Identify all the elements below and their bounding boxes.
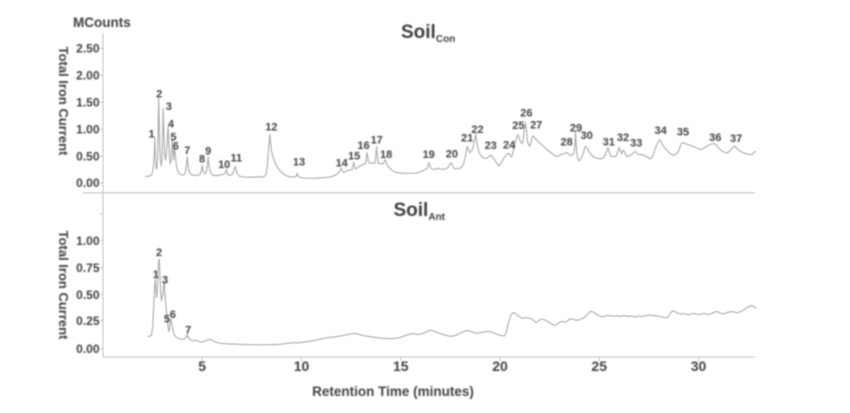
svg-text:26: 26 xyxy=(520,107,532,119)
svg-text:2.50: 2.50 xyxy=(76,42,100,56)
svg-text:3: 3 xyxy=(162,274,168,286)
svg-text:7: 7 xyxy=(184,145,190,157)
svg-text:30: 30 xyxy=(581,130,593,142)
svg-text:11: 11 xyxy=(230,153,242,165)
svg-text:30: 30 xyxy=(691,358,707,374)
svg-text:17: 17 xyxy=(371,135,383,147)
svg-text:1: 1 xyxy=(153,269,159,281)
svg-text:Total Iron Current: Total Iron Current xyxy=(56,47,71,156)
svg-text:20: 20 xyxy=(492,358,508,374)
svg-text:1.00: 1.00 xyxy=(76,234,100,248)
svg-text:0.75: 0.75 xyxy=(76,261,100,275)
svg-text:4: 4 xyxy=(168,119,175,131)
svg-text:29: 29 xyxy=(570,123,582,135)
svg-text:18: 18 xyxy=(380,149,392,161)
svg-text:0.00: 0.00 xyxy=(76,176,100,190)
svg-text:MCounts: MCounts xyxy=(73,15,131,30)
svg-text:10: 10 xyxy=(218,159,230,171)
svg-text:0.50: 0.50 xyxy=(76,149,100,163)
svg-text:12: 12 xyxy=(265,122,277,134)
svg-text:19: 19 xyxy=(423,149,435,161)
svg-text:28: 28 xyxy=(560,136,572,148)
svg-text:6: 6 xyxy=(170,309,176,321)
svg-text:36: 36 xyxy=(709,132,721,144)
svg-text:15: 15 xyxy=(348,151,360,163)
svg-text:25: 25 xyxy=(591,358,607,374)
svg-text:34: 34 xyxy=(654,125,667,137)
svg-text:1: 1 xyxy=(148,128,154,140)
svg-text:Retention Time (minutes): Retention Time (minutes) xyxy=(312,384,474,399)
svg-text:1.50: 1.50 xyxy=(76,96,100,110)
svg-text:35: 35 xyxy=(677,127,689,139)
svg-text:14: 14 xyxy=(336,158,349,170)
svg-text:5: 5 xyxy=(170,132,176,144)
svg-text:22: 22 xyxy=(471,124,483,136)
svg-text:2: 2 xyxy=(156,89,162,101)
svg-text:13: 13 xyxy=(293,156,305,168)
svg-text:2: 2 xyxy=(156,247,162,259)
svg-text:31: 31 xyxy=(603,137,615,149)
svg-text:2.00: 2.00 xyxy=(76,69,100,83)
svg-text:32: 32 xyxy=(617,132,629,144)
svg-text:1.00: 1.00 xyxy=(76,122,100,136)
svg-text:0.25: 0.25 xyxy=(76,314,100,328)
svg-text:0.50: 0.50 xyxy=(76,288,100,302)
svg-text:5: 5 xyxy=(198,358,206,374)
svg-text:15: 15 xyxy=(393,358,409,374)
svg-text:5: 5 xyxy=(164,314,170,326)
svg-text:25: 25 xyxy=(512,120,524,132)
svg-text:7: 7 xyxy=(185,325,191,337)
svg-text:33: 33 xyxy=(630,138,642,150)
svg-text:Total Iron Current: Total Iron Current xyxy=(56,231,71,340)
svg-text:6: 6 xyxy=(173,140,179,152)
svg-text:20: 20 xyxy=(446,149,458,161)
svg-text:3: 3 xyxy=(166,101,172,113)
svg-text:23: 23 xyxy=(485,140,497,152)
svg-text:9: 9 xyxy=(205,146,211,158)
svg-text:37: 37 xyxy=(730,133,742,145)
svg-text:16: 16 xyxy=(357,140,369,152)
svg-text:24: 24 xyxy=(503,140,516,152)
svg-text:27: 27 xyxy=(530,119,542,131)
svg-text:10: 10 xyxy=(294,358,310,374)
svg-text:21: 21 xyxy=(461,133,473,145)
svg-text:8: 8 xyxy=(199,154,205,166)
svg-text:0.00: 0.00 xyxy=(76,342,100,356)
